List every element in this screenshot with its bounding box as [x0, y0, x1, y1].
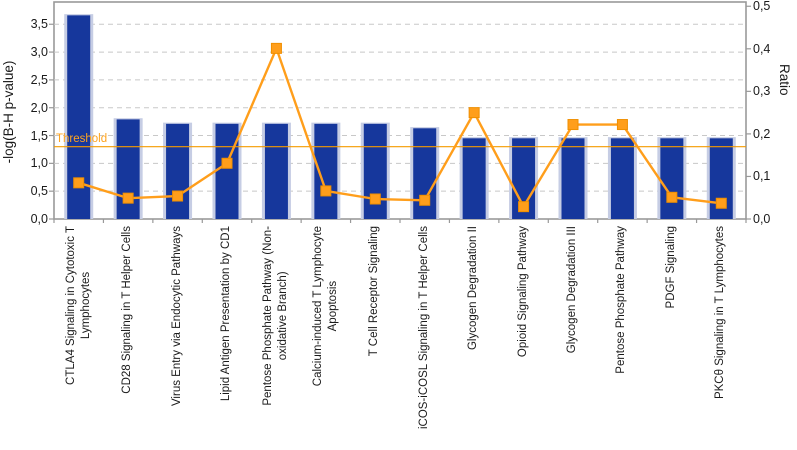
threshold-label: Threshold [56, 132, 108, 145]
category-label: CD28 Signaling in T Helper Cells [110, 226, 146, 448]
bar [610, 138, 634, 219]
category-label: Calcium-induced T Lymphocyte Apoptosis [308, 226, 344, 448]
bar [413, 128, 437, 219]
y-tick-label-left: 2,5 [30, 72, 48, 87]
y-tick-label-left: 3,5 [30, 17, 48, 32]
category-label: Pentose Phosphate Pathway [604, 226, 640, 448]
category-label: Virus Entry via Endocytic Pathways [160, 226, 196, 448]
ratio-marker [715, 197, 727, 209]
ratio-line [78, 47, 722, 208]
ratio-marker [518, 201, 530, 213]
y-tick-label-left: 0,0 [30, 212, 48, 226]
category-label-text: CTLA4 Signaling in Cytotoxic T Lymphocyt… [64, 226, 92, 385]
y-tick-label-left: 3,0 [30, 45, 48, 60]
bar [363, 123, 387, 219]
bar [264, 123, 288, 219]
plot-border [53, 1, 747, 220]
ratio-marker [419, 194, 431, 206]
category-label-text: CD28 Signaling in T Helper Cells [121, 226, 134, 394]
y-tick-label-left: 0,5 [30, 184, 48, 199]
category-label-text: PKCθ Signaling in T Lymphocytes [714, 226, 727, 400]
category-label: CTLA4 Signaling in Cytotoxic T Lymphocyt… [61, 226, 97, 448]
y-tick-label-right: 0,0 [753, 212, 771, 226]
ratio-marker [172, 190, 184, 202]
category-label: T Cell Receptor Signaling [357, 226, 393, 448]
y-tick-label-right: 0,1 [753, 169, 771, 184]
y-tick-label-right: 0,5 [753, 0, 771, 14]
bar [166, 123, 190, 219]
category-label-text: PDGF Signaling [665, 226, 678, 309]
category-label: Glycogen Degradation II [456, 226, 492, 448]
category-label-text: Glycogen Degradation III [566, 226, 579, 354]
right-axis-title: Ratio [777, 64, 792, 96]
category-label: PDGF Signaling [654, 226, 690, 448]
category-label: Glycogen Degradation III [555, 226, 591, 448]
bar [215, 123, 239, 219]
ratio-marker [320, 185, 332, 197]
category-label-text: Lipid Antigen Presentation by CD1 [220, 226, 233, 402]
bar [116, 119, 140, 219]
ratio-marker [567, 119, 579, 131]
ratio-marker [122, 192, 134, 204]
ratio-marker [616, 119, 628, 131]
category-label: iCOS-iCOSL Signaling in T Helper Cells [407, 226, 443, 448]
bar [660, 138, 684, 219]
category-label-text: Pentose Phosphate Pathway [615, 226, 628, 374]
bar [67, 15, 91, 219]
category-label-text: Glycogen Degradation II [467, 226, 480, 351]
ratio-marker [468, 107, 480, 119]
ratio-marker [369, 193, 381, 205]
ratio-marker [73, 177, 85, 189]
y-tick-label-left: 1,0 [30, 156, 48, 171]
category-label-text: Pentose Phosphate Pathway (Non- oxidativ… [261, 226, 290, 406]
ratio-marker [666, 191, 678, 203]
bar [314, 123, 338, 219]
category-label: Lipid Antigen Presentation by CD1 [209, 226, 245, 448]
category-label: PKCθ Signaling in T Lymphocytes [703, 226, 739, 448]
category-label: Pentose Phosphate Pathway (Non- oxidativ… [258, 226, 294, 448]
category-label-text: Virus Entry via Endocytic Pathways [170, 226, 183, 407]
bar [561, 138, 585, 219]
y-tick-label-right: 0,4 [753, 41, 771, 56]
y-tick-label-left: 1,5 [30, 128, 48, 143]
category-label-text: T Cell Receptor Signaling [368, 226, 381, 357]
category-label-text: Opioid Signaling Pathway [516, 226, 529, 358]
category-label: Opioid Signaling Pathway [506, 226, 542, 448]
bar [709, 138, 733, 219]
y-tick-label-right: 0,2 [753, 126, 771, 141]
category-label-text: iCOS-iCOSL Signaling in T Helper Cells [417, 226, 430, 430]
category-label-text: Calcium-induced T Lymphocyte Apoptosis [311, 226, 339, 387]
bar [462, 138, 486, 219]
ratio-marker [270, 42, 282, 54]
ratio-marker [221, 157, 233, 169]
y-tick-label-right: 0,3 [753, 84, 771, 99]
y-tick-label-left: 2,0 [30, 100, 48, 115]
